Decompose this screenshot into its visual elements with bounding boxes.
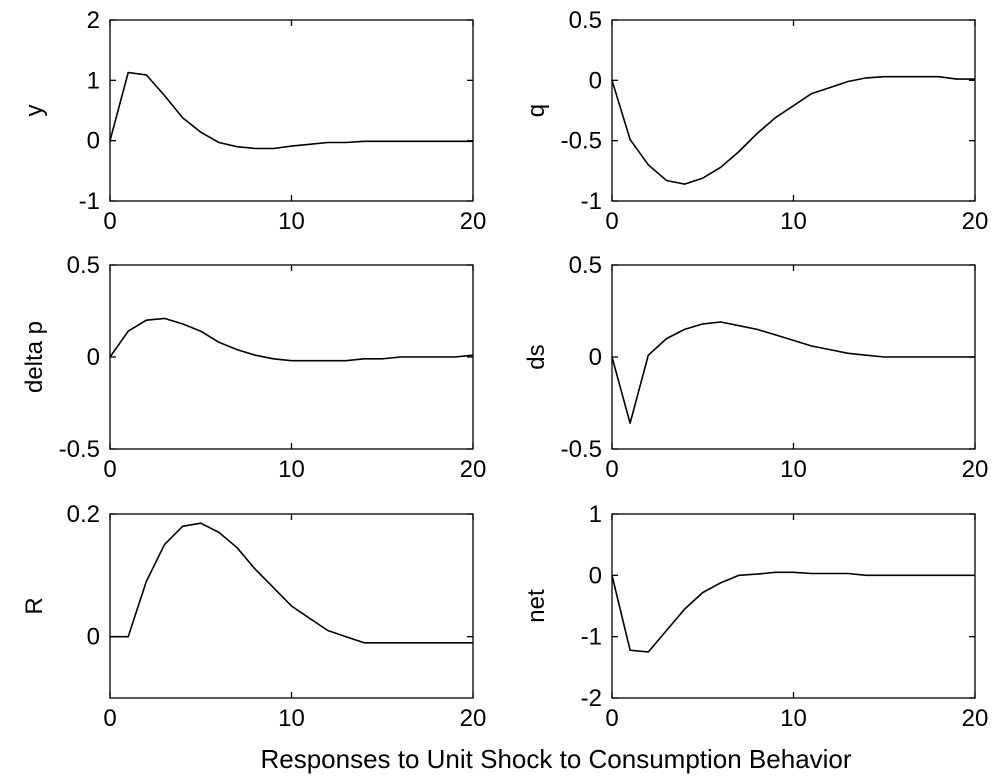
y-axis-label: R (21, 597, 48, 614)
y-tick-label: 0 (87, 128, 100, 155)
y-tick-label: -2 (581, 685, 602, 712)
x-tick-label: 0 (605, 456, 618, 483)
series-line (109, 71, 473, 150)
y-tick-label: 0 (589, 344, 602, 371)
y-tick-label: 0 (589, 67, 602, 94)
y-tick-label: -0.5 (561, 128, 602, 155)
y-axis-label: delta p (21, 321, 48, 393)
x-tick-label: 20 (962, 456, 989, 483)
y-tick-label: -1 (79, 188, 100, 215)
x-tick-label: 10 (278, 456, 305, 483)
x-tick-label: 10 (278, 208, 305, 235)
subplot-2: 0 10 20 -1 -0.5 0 0.5 q (523, 7, 988, 235)
x-tick-label: 0 (103, 208, 116, 235)
axes-box (611, 19, 976, 202)
x-tick-label: 10 (780, 705, 807, 732)
x-tick-label: 10 (278, 705, 305, 732)
y-tick-label: -1 (581, 624, 602, 651)
y-axis-label: ds (523, 344, 550, 369)
axes-box (611, 513, 976, 699)
axes-box (109, 19, 474, 202)
x-tick-label: 20 (962, 705, 989, 732)
y-axis-label: q (523, 104, 550, 117)
series-line (611, 571, 975, 653)
subplot-4: 0 10 20-0.500.5ds (523, 252, 988, 483)
y-tick-label: 0.5 (569, 252, 602, 279)
x-tick-label: 0 (103, 705, 116, 732)
y-tick-label: 1 (589, 501, 602, 528)
y-tick-label: 0 (87, 624, 100, 651)
y-tick-label: -0.5 (59, 436, 100, 463)
x-tick-label: 10 (780, 208, 807, 235)
y-tick-label: 0.2 (67, 501, 100, 528)
x-tick-label: 0 (605, 208, 618, 235)
y-tick-label: 0.5 (67, 252, 100, 279)
x-tick-label: 10 (780, 456, 807, 483)
subplot-5: 0 10 20 0 0.2 R (21, 501, 486, 732)
y-tick-label: 0 (87, 344, 100, 371)
figure-caption: Responses to Unit Shock to Consumption B… (260, 744, 851, 774)
y-tick-label: -1 (581, 188, 602, 215)
x-tick-label: 0 (103, 456, 116, 483)
y-tick-label: 0.5 (569, 7, 602, 34)
x-tick-label: 20 (962, 208, 989, 235)
y-axis-label: net (523, 589, 550, 623)
x-tick-label: 20 (460, 208, 487, 235)
series-line (110, 522, 473, 644)
series-line (611, 321, 975, 425)
y-tick-label: 0 (589, 562, 602, 589)
subplot-6: 0 10 20 -2 -1 0 1 net (523, 501, 988, 732)
series-line (611, 75, 975, 185)
x-tick-label: 20 (460, 705, 487, 732)
y-tick-label: -0.5 (561, 436, 602, 463)
x-tick-label: 0 (605, 705, 618, 732)
y-tick-label: 1 (87, 67, 100, 94)
series-line (109, 317, 474, 362)
y-axis-label: y (21, 105, 48, 117)
x-tick-label: 20 (460, 456, 487, 483)
y-tick-label: 2 (87, 7, 100, 34)
